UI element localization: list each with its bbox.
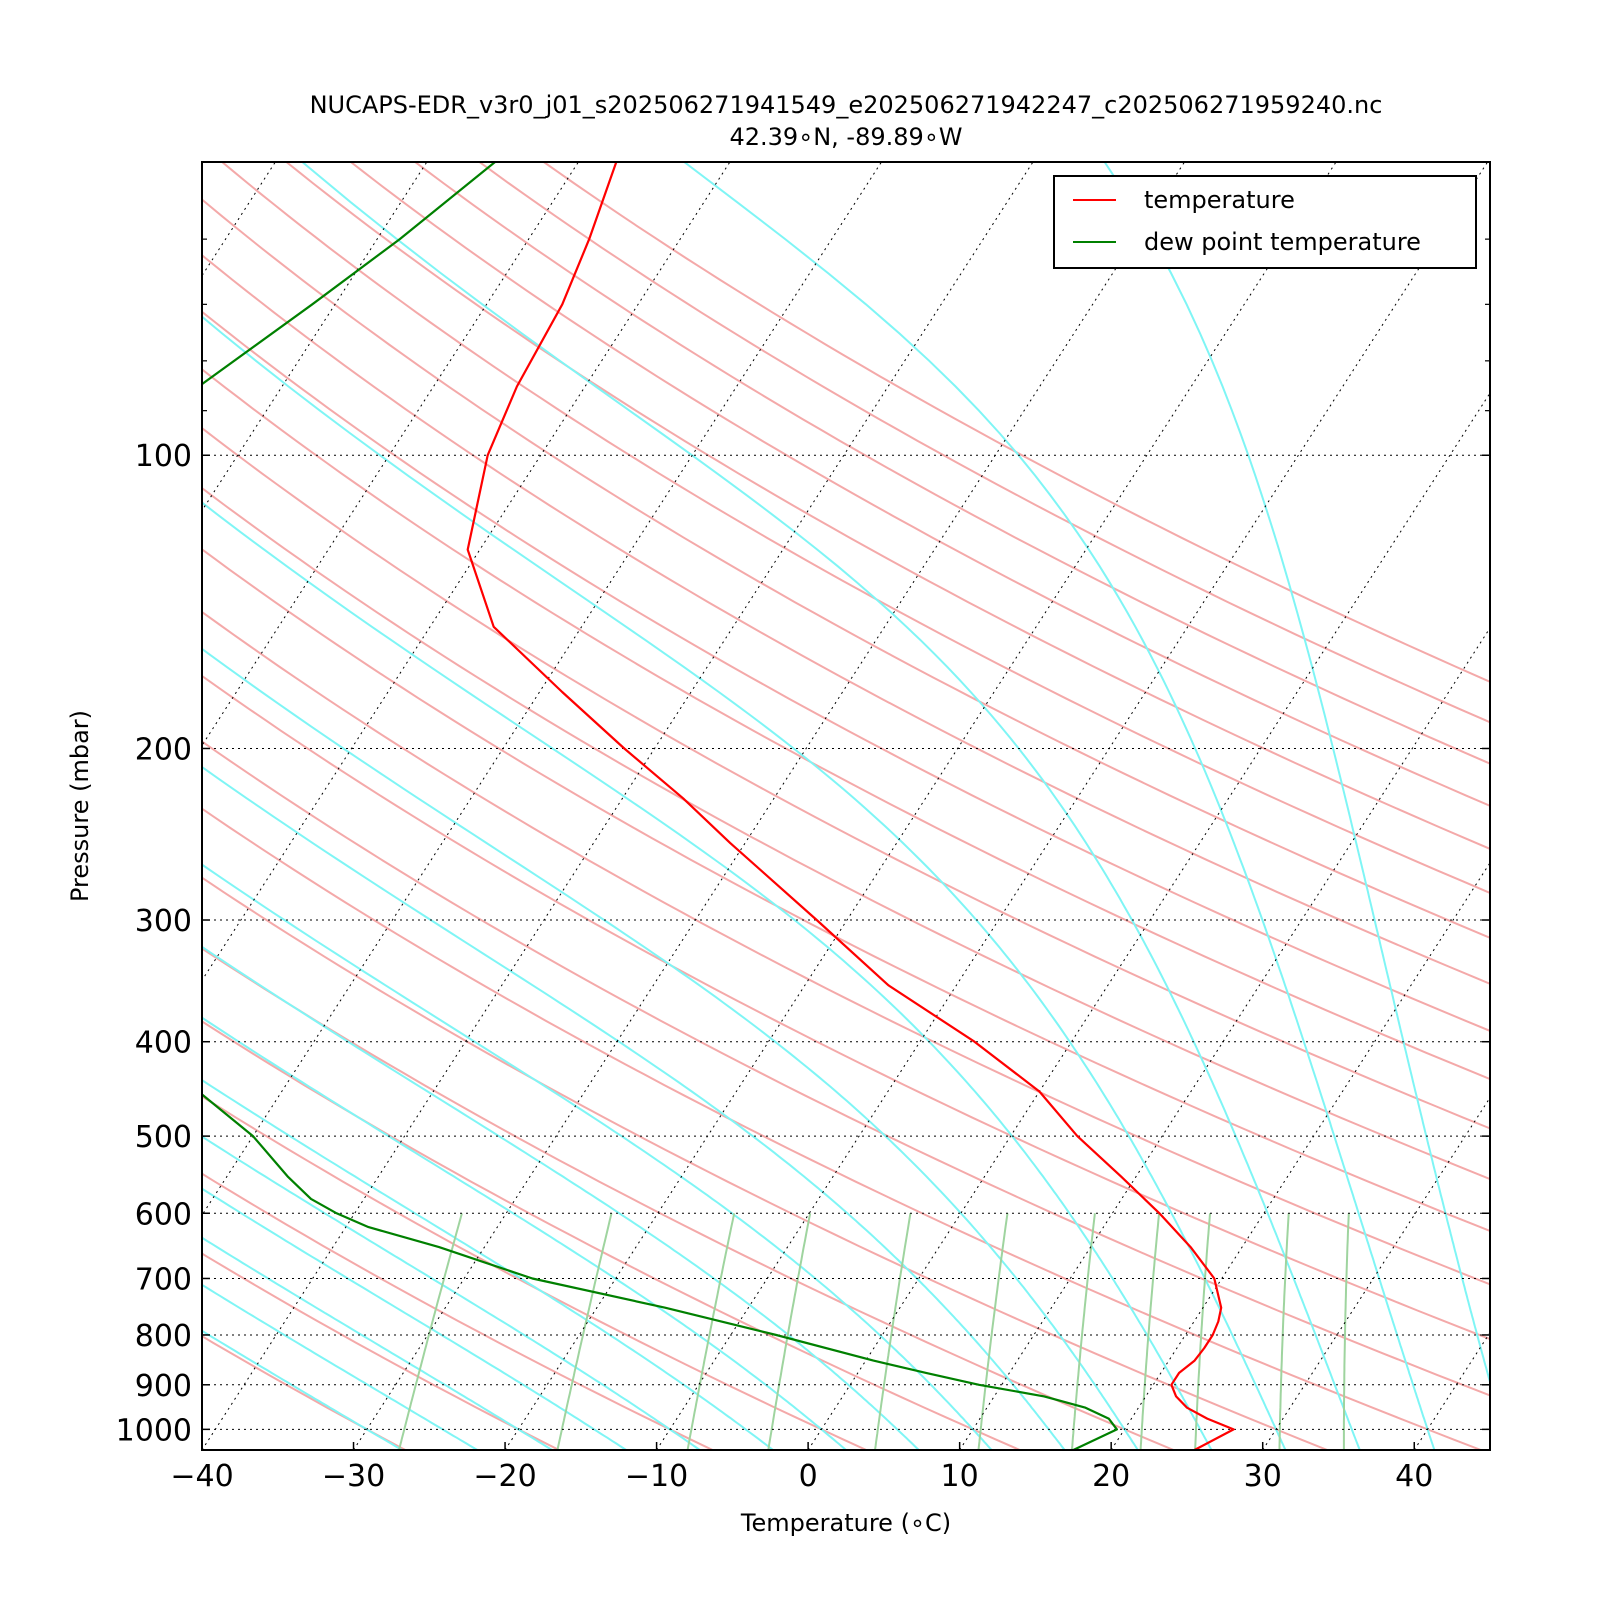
chart-subtitle: 42.39∘N, -89.89∘W — [729, 123, 962, 151]
pressure-gridlines — [202, 454, 1490, 1430]
dry-adiabat — [202, 1020, 1021, 1450]
moist-adiabat — [1103, 162, 1490, 1386]
x-tick-label: −20 — [473, 1459, 536, 1494]
mixing-ratio-line — [1194, 1213, 1211, 1450]
moist-adiabat — [202, 863, 993, 1450]
x-tick-label: 40 — [1395, 1459, 1433, 1494]
x-tick-label: −30 — [322, 1459, 385, 1494]
dry-adiabat — [202, 548, 1490, 1233]
data-series — [202, 162, 1235, 1450]
x-axis-title: Temperature (∘C) — [740, 1509, 951, 1537]
legend-label-temperature: temperature — [1144, 186, 1295, 214]
mixing-ratio-line — [767, 1213, 812, 1450]
moist-adiabat — [683, 162, 1436, 1450]
plot-frame — [201, 161, 1491, 1451]
moist-adiabat — [301, 162, 1361, 1450]
x-tick-label: −40 — [170, 1459, 233, 1494]
moist-adiabat — [202, 1187, 627, 1450]
mixing-ratio-line — [556, 1213, 613, 1450]
moist-adiabat — [202, 1016, 847, 1450]
x-tick-label: 30 — [1244, 1459, 1282, 1494]
mixing-ratio-line — [874, 1213, 912, 1450]
y-tick-label: 200 — [135, 732, 192, 767]
moist-adiabat — [202, 647, 1139, 1450]
dry-adiabat — [414, 162, 1490, 765]
mixing-ratio-line — [1342, 1213, 1350, 1450]
x-tick-label: −10 — [625, 1459, 688, 1494]
mixing-ratio-line — [1139, 1213, 1161, 1450]
y-tick-label: 100 — [135, 439, 192, 474]
mixing-ratio-line — [977, 1213, 1009, 1450]
dry-adiabat — [202, 310, 1490, 1032]
dry-adiabat — [202, 198, 1490, 939]
dry-adiabat — [202, 807, 1482, 1450]
y-tick-label: 700 — [135, 1262, 192, 1297]
y-tick-label: 900 — [135, 1369, 192, 1404]
dry-adiabat — [202, 740, 1490, 1397]
dry-adiabat — [221, 162, 1490, 894]
dry-adiabat — [202, 1095, 867, 1450]
moist-adiabat — [202, 1236, 553, 1450]
dew-point-line — [202, 162, 1118, 1450]
x-tick-label: 10 — [941, 1459, 979, 1494]
moist-adiabat — [202, 501, 1213, 1450]
dry-adiabat — [350, 162, 1490, 807]
dry-adiabat — [202, 610, 1490, 1286]
dry-adiabat — [202, 674, 1490, 1341]
x-tick-label: 20 — [1092, 1459, 1130, 1494]
background-lines — [202, 162, 1490, 1450]
dry-adiabat — [478, 162, 1490, 724]
axis-ticks — [201, 161, 1490, 1450]
dry-adiabat — [202, 876, 1328, 1450]
mixing-ratio-line — [686, 1213, 736, 1450]
y-tick-label: 400 — [135, 1026, 192, 1061]
y-tick-label: 600 — [135, 1197, 192, 1232]
mixing-ratio-line — [398, 1213, 463, 1450]
dry-adiabat — [202, 486, 1490, 1181]
moist-adiabat — [202, 1135, 701, 1450]
temperature-line — [466, 162, 1235, 1450]
moist-adiabat — [202, 945, 920, 1450]
dry-adiabat — [202, 1172, 714, 1450]
moist-adiabat — [202, 1078, 774, 1450]
moist-adiabat — [202, 315, 1287, 1450]
dry-adiabat — [202, 426, 1490, 1130]
legend-label-dew-point: dew point temperature — [1144, 228, 1421, 256]
moist-adiabat — [202, 765, 1066, 1450]
dry-adiabat — [543, 162, 1490, 683]
moist-adiabat — [202, 1283, 478, 1450]
legend: temperature dew point temperature — [1053, 175, 1477, 269]
dry-adiabat — [202, 947, 1174, 1450]
dry-adiabat — [202, 253, 1490, 985]
y-tick-label: 500 — [135, 1120, 192, 1155]
chart-title: NUCAPS-EDR_v3r0_j01_s202506271941549_e20… — [310, 91, 1383, 119]
y-tick-label: 800 — [135, 1319, 192, 1354]
legend-box — [1053, 175, 1477, 269]
y-axis-title: Pressure (mbar) — [66, 710, 94, 902]
y-tick-label: 300 — [135, 904, 192, 939]
moist-adiabat — [202, 1329, 403, 1450]
mixing-ratio-line — [1070, 1213, 1096, 1450]
mixing-ratio-line — [1278, 1213, 1290, 1450]
y-tick-label: 1000 — [116, 1413, 192, 1448]
x-tick-label: 0 — [799, 1459, 818, 1494]
